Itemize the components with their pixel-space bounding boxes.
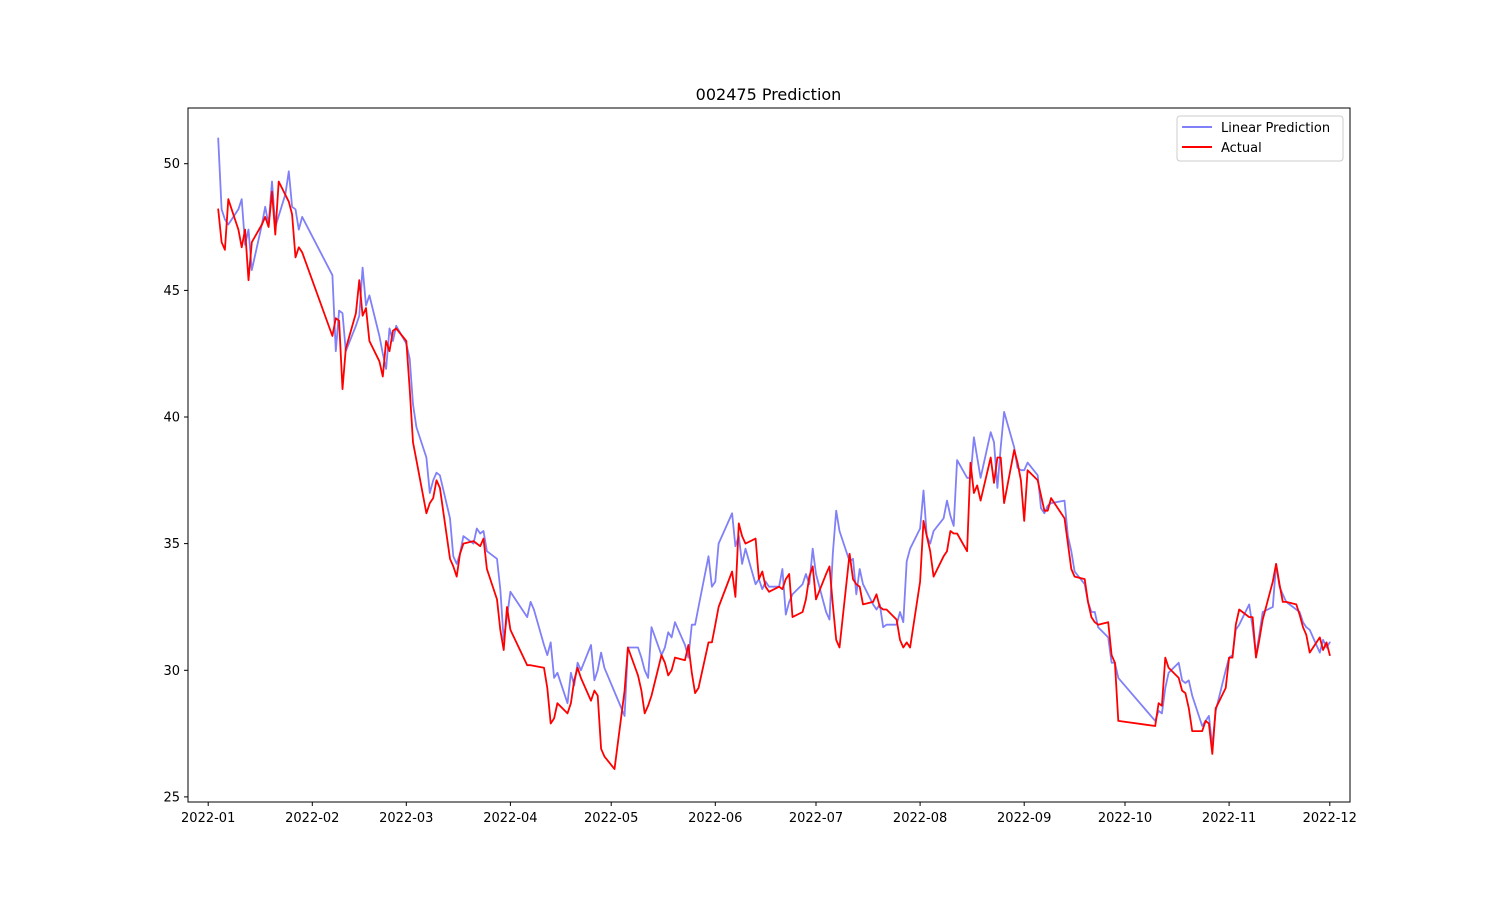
y-tick-label: 25 xyxy=(163,790,180,805)
legend-label-actual: Actual xyxy=(1221,141,1262,156)
x-tick-label: 2022-01 xyxy=(181,811,235,826)
x-tick-label: 2022-10 xyxy=(1098,811,1152,826)
chart-title: 002475 Prediction xyxy=(696,85,842,104)
y-tick-label: 35 xyxy=(163,537,180,552)
x-tick-label: 2022-05 xyxy=(584,811,638,826)
x-tick-label: 2022-11 xyxy=(1202,811,1256,826)
y-tick-label: 30 xyxy=(163,664,180,679)
x-tick-label: 2022-06 xyxy=(688,811,742,826)
x-tick-label: 2022-02 xyxy=(285,811,339,826)
y-tick-label: 40 xyxy=(163,411,180,426)
x-tick-label: 2022-12 xyxy=(1303,811,1357,826)
x-tick-label: 2022-03 xyxy=(379,811,433,826)
x-tick-label: 2022-07 xyxy=(789,811,843,826)
y-tick-label: 50 xyxy=(163,157,180,172)
x-tick-label: 2022-09 xyxy=(997,811,1051,826)
x-tick-label: 2022-08 xyxy=(893,811,947,826)
legend: Linear Prediction Actual xyxy=(1177,116,1343,161)
y-tick-label: 45 xyxy=(163,284,180,299)
legend-label-linear-prediction: Linear Prediction xyxy=(1221,121,1330,136)
x-tick-label: 2022-04 xyxy=(483,811,537,826)
